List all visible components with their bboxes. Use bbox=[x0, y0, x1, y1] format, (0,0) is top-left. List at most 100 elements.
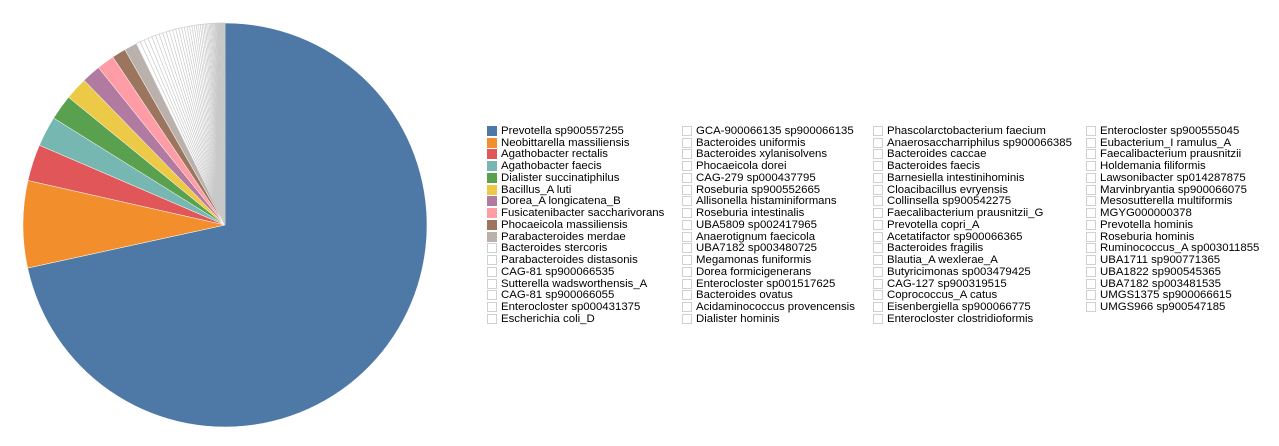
legend-label: Agathobacter faecis bbox=[501, 160, 602, 173]
legend-item: CAG-81 sp900066535 bbox=[487, 266, 664, 278]
pie-plot-area bbox=[22, 22, 428, 428]
legend-label: CAG-279 sp000437795 bbox=[696, 171, 816, 184]
legend-label: Bacillus_A luti bbox=[501, 183, 572, 196]
legend-swatch bbox=[873, 302, 883, 313]
legend-swatch bbox=[487, 219, 497, 230]
legend-label: Eisenbergiella sp900066775 bbox=[887, 301, 1031, 314]
legend-swatch bbox=[873, 278, 883, 289]
legend-swatch bbox=[1086, 196, 1096, 207]
legend-label: Bacteroides faecis bbox=[887, 160, 981, 173]
legend-swatch bbox=[873, 313, 883, 324]
legend-label: Holdemania filiformis bbox=[1100, 160, 1206, 173]
legend-item: Parabacteroides merdae bbox=[487, 231, 664, 243]
legend-label: UMGS1375 sp900066615 bbox=[1100, 289, 1232, 302]
legend-label: Marvinbryantia sp900066075 bbox=[1100, 183, 1247, 196]
legend-swatch bbox=[873, 125, 883, 136]
legend-item: Enterocloster sp000431375 bbox=[487, 301, 664, 313]
legend-swatch bbox=[682, 184, 692, 195]
legend-label: UBA1822 sp900545365 bbox=[1100, 265, 1221, 278]
legend-label: Anaerotignum faecicola bbox=[696, 230, 816, 243]
legend-swatch bbox=[682, 231, 692, 242]
legend-item: Acetatifactor sp900066365 bbox=[873, 231, 1072, 243]
legend-item: Faecalibacterium prausnitzii bbox=[1086, 148, 1259, 160]
legend-item: Bacteroides ovatus bbox=[682, 289, 855, 301]
legend-label: Dialister hominis bbox=[696, 312, 780, 325]
legend-label: Mesosutterella multiformis bbox=[1100, 195, 1233, 208]
legend-item: Allisonella histaminiformans bbox=[682, 195, 855, 208]
legend-label: Dorea formicigenerans bbox=[696, 265, 812, 278]
legend-swatch bbox=[682, 125, 692, 136]
legend-label: Acidaminococcus provencensis bbox=[696, 301, 855, 314]
legend-item: Eubacterium_I ramulus_A bbox=[1086, 137, 1259, 149]
legend-label: Prevotella hominis bbox=[1100, 218, 1194, 231]
legend-swatch bbox=[873, 290, 883, 301]
legend-label: Enterocloster sp900555045 bbox=[1100, 124, 1240, 137]
legend-swatch bbox=[873, 255, 883, 266]
legend-item: Faecalibacterium prausnitzii_G bbox=[873, 207, 1072, 219]
legend-item: Blautia_A wexlerae_A bbox=[873, 254, 1072, 266]
legend-label: Neobittarella massiliensis bbox=[501, 136, 630, 149]
legend-swatch bbox=[682, 266, 692, 277]
legend-column: Prevotella sp900557255 Neobittarella mass… bbox=[487, 125, 664, 325]
legend-swatch bbox=[682, 290, 692, 301]
legend-swatch bbox=[873, 184, 883, 195]
legend-label: CAG-127 sp900319515 bbox=[887, 277, 1007, 290]
legend-swatch bbox=[487, 149, 497, 160]
legend-item: Phocaeicola dorei bbox=[682, 160, 855, 172]
legend-column: Phascolarctobacterium faecium Anaerosacch… bbox=[873, 125, 1072, 325]
legend-swatch bbox=[487, 196, 497, 207]
legend-item: Holdemania filiformis bbox=[1086, 160, 1259, 172]
legend-item: GCA-900066135 sp900066135 bbox=[682, 125, 855, 137]
legend-column: GCA-900066135 sp900066135 Bacteroides uni… bbox=[682, 125, 855, 325]
legend-swatch bbox=[682, 255, 692, 266]
legend-swatch bbox=[1086, 243, 1096, 254]
legend-item: Dialister succinatiphilus bbox=[487, 172, 664, 184]
legend-label: Megamonas funiformis bbox=[696, 254, 812, 267]
legend-item: Roseburia sp900552665 bbox=[682, 184, 855, 196]
legend-item: Bacteroides xylanisolvens bbox=[682, 148, 855, 160]
legend-item: Bacteroides caccae bbox=[873, 148, 1072, 160]
legend-label: UBA7182 sp003481535 bbox=[1100, 277, 1221, 290]
legend-item: Enterocloster sp001517625 bbox=[682, 278, 855, 290]
legend-swatch bbox=[487, 302, 497, 313]
legend-swatch bbox=[1086, 231, 1096, 242]
legend-item: Mesosutterella multiformis bbox=[1086, 195, 1259, 208]
legend-label: Coprococcus_A catus bbox=[887, 289, 998, 302]
legend-label: GCA-900066135 sp900066135 bbox=[696, 124, 854, 137]
legend-label: Enterocloster sp001517625 bbox=[696, 277, 836, 290]
legend-item: UMGS1375 sp900066615 bbox=[1086, 289, 1259, 302]
legend-label: MGYG000000378 bbox=[1100, 207, 1192, 220]
legend-item: Prevotella sp900557255 bbox=[487, 125, 664, 137]
legend-item: Dorea_A longicatena_B bbox=[487, 195, 664, 208]
legend-label: Ruminococcus_A sp003011855 bbox=[1100, 242, 1260, 255]
legend-swatch bbox=[873, 243, 883, 254]
legend-label: Allisonella histaminiformans bbox=[696, 195, 837, 208]
legend-label: Fusicatenibacter saccharivorans bbox=[501, 207, 665, 220]
legend-item: Roseburia intestinalis bbox=[682, 207, 855, 219]
legend-label: Agathobacter rectalis bbox=[501, 148, 609, 161]
legend-label: Phocaeicola massiliensis bbox=[501, 218, 628, 231]
legend-item: Sutterella wadsworthensis_A bbox=[487, 278, 664, 290]
legend-item: Butyricimonas sp003479425 bbox=[873, 266, 1072, 278]
legend-label: UMGS966 sp900547185 bbox=[1100, 301, 1226, 314]
legend-item: UMGS966 sp900547185 bbox=[1086, 301, 1259, 313]
legend-swatch bbox=[682, 219, 692, 230]
legend-label: Phascolarctobacterium faecium bbox=[887, 124, 1046, 137]
legend-swatch bbox=[487, 313, 497, 324]
legend-swatch bbox=[682, 196, 692, 207]
legend-swatch bbox=[487, 137, 497, 148]
legend-item: UBA1711 sp900771365 bbox=[1086, 254, 1259, 266]
legend-swatch bbox=[487, 290, 497, 301]
legend-label: Dorea_A longicatena_B bbox=[501, 195, 621, 208]
legend-swatch bbox=[1086, 125, 1096, 136]
legend-label: Acetatifactor sp900066365 bbox=[887, 230, 1023, 243]
legend-swatch bbox=[873, 231, 883, 242]
legend-label: Enterocloster clostridioformis bbox=[887, 312, 1034, 325]
legend-label: Bacteroides stercoris bbox=[501, 242, 608, 255]
legend-item: CAG-127 sp900319515 bbox=[873, 278, 1072, 290]
legend-label: Prevotella copri_A bbox=[887, 218, 980, 231]
legend-item: Phascolarctobacterium faecium bbox=[873, 125, 1072, 137]
legend-swatch bbox=[682, 278, 692, 289]
legend-label: CAG-81 sp900066535 bbox=[501, 265, 615, 278]
